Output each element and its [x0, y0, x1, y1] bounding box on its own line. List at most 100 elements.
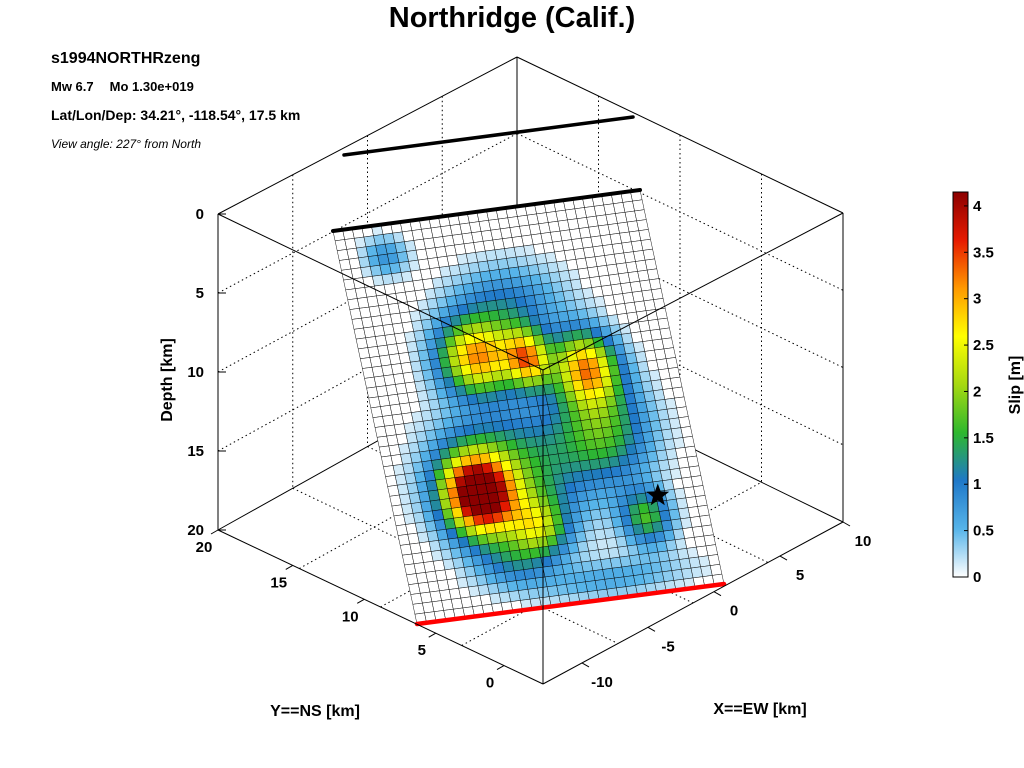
view-angle: View angle: 227° from North	[51, 137, 201, 151]
slip-cell	[642, 248, 655, 261]
box-edge	[217, 213, 544, 371]
slip-cell	[638, 229, 651, 241]
slip-cell	[701, 524, 714, 537]
colorbar-tick-label: 3.5	[973, 244, 994, 261]
slip-cell	[688, 465, 702, 478]
ew-tick-label: 0	[730, 603, 738, 620]
slip-cell	[661, 337, 674, 350]
ew-tick-label: -10	[591, 674, 613, 691]
slip-cell	[649, 278, 662, 291]
ns-tick	[285, 564, 293, 570]
depth-tick-label: 15	[187, 443, 204, 460]
slip-cell	[640, 239, 653, 251]
hypocenter-layer	[646, 483, 670, 506]
depth-tick-label: 10	[187, 364, 204, 381]
hypocenter-star-icon	[646, 483, 670, 506]
colorbar-tick-label: 0.5	[973, 523, 994, 540]
ns-axis-label: Y==NS [km]	[270, 703, 360, 720]
slip-cell	[691, 475, 704, 488]
slip-cell	[684, 445, 697, 458]
ew-axis-label: X==EW [km]	[713, 701, 806, 718]
slip-cell	[651, 288, 664, 300]
ns-tick-label: 15	[270, 574, 287, 591]
ew-tick-label: 5	[796, 567, 804, 584]
colorbar-scale	[952, 191, 969, 578]
magnitude-line: Mw 6.7 Mo 1.30e+019	[51, 79, 194, 94]
grid-line	[516, 209, 844, 368]
colorbar: 0 0.5 1 1.5 2 2.5 3 3.5 4 Slip [m]	[952, 191, 1024, 586]
colorbar-tick-label: 3	[973, 291, 981, 308]
slip-cell	[697, 504, 710, 517]
ns-tick	[428, 632, 436, 638]
ns-tick-label: 10	[342, 608, 359, 625]
slip-cell	[680, 426, 693, 438]
box-edge	[542, 212, 844, 371]
slip-cell	[709, 564, 723, 576]
surface-trace	[342, 115, 635, 157]
slip-cell	[674, 396, 687, 409]
slip-cell	[693, 485, 706, 497]
grid-line	[516, 286, 844, 446]
slip-cell	[653, 298, 666, 310]
colorbar-tick-label: 0	[973, 569, 981, 586]
ew-tick	[647, 626, 656, 632]
event-id: s1994NORTHRzeng	[51, 50, 201, 67]
colorbar-tick-label: 4	[973, 198, 982, 215]
ew-tick	[779, 555, 788, 561]
depth-tick-label: 20	[187, 522, 204, 539]
ew-tick-label: 10	[855, 533, 872, 550]
slip-cell	[665, 357, 679, 369]
ns-tick-label: 5	[418, 642, 426, 659]
fault-top-edge	[331, 188, 642, 233]
slip-cell	[705, 544, 718, 556]
ns-tick-label: 20	[196, 539, 213, 556]
seismic-moment: Mo 1.30e+019	[109, 79, 194, 94]
depth-tick-label: 0	[196, 206, 204, 223]
slip-cell	[682, 436, 695, 448]
slip-cell	[632, 199, 645, 212]
box-edge	[542, 521, 844, 685]
fault-traces	[331, 115, 727, 627]
ew-tick	[581, 662, 590, 668]
ew-tick	[713, 591, 722, 597]
colorbar-tick-label: 1	[973, 476, 981, 493]
box-edge	[217, 56, 518, 215]
chart-title: Northridge (Calif.)	[388, 2, 636, 34]
colorbar-tick-label: 1.5	[973, 430, 994, 447]
slip-cell	[703, 534, 716, 547]
ns-tick	[210, 529, 219, 535]
magnitude: Mw 6.7	[51, 79, 94, 94]
ns-tick-label: 0	[486, 675, 494, 692]
slip-cell	[644, 258, 658, 271]
slip-cell	[672, 386, 685, 399]
slip-cell	[699, 514, 712, 527]
slip-cell	[686, 455, 700, 468]
ns-tick	[496, 665, 505, 670]
slip-cell	[670, 376, 683, 389]
ew-tick-label: -5	[661, 638, 674, 655]
ns-tick	[357, 598, 365, 604]
slip-cell	[659, 327, 672, 340]
depth-tick-label: 5	[196, 285, 204, 302]
box-edge	[516, 56, 844, 214]
slip-cell	[636, 219, 649, 231]
axis-labels: Depth [km] Y==NS [km] X==EW [km]	[159, 338, 807, 720]
ew-tick	[842, 521, 851, 527]
slip-cell	[663, 347, 676, 359]
slip-cell	[634, 209, 647, 222]
depth-axis-label: Depth [km]	[159, 338, 176, 422]
colorbar-tick-label: 2	[973, 383, 981, 400]
fault-bottom-edge	[414, 581, 727, 627]
fault-plane	[332, 189, 725, 625]
slip-cell	[646, 268, 660, 281]
box-edge	[217, 529, 544, 685]
slip-cell	[707, 554, 721, 566]
grid-line	[461, 481, 762, 646]
slip-cell	[676, 406, 689, 419]
colorbar-label: Slip [m]	[1007, 356, 1024, 415]
slip-cell	[678, 416, 691, 428]
slip-cell	[657, 317, 670, 330]
slip-cell	[695, 495, 708, 507]
